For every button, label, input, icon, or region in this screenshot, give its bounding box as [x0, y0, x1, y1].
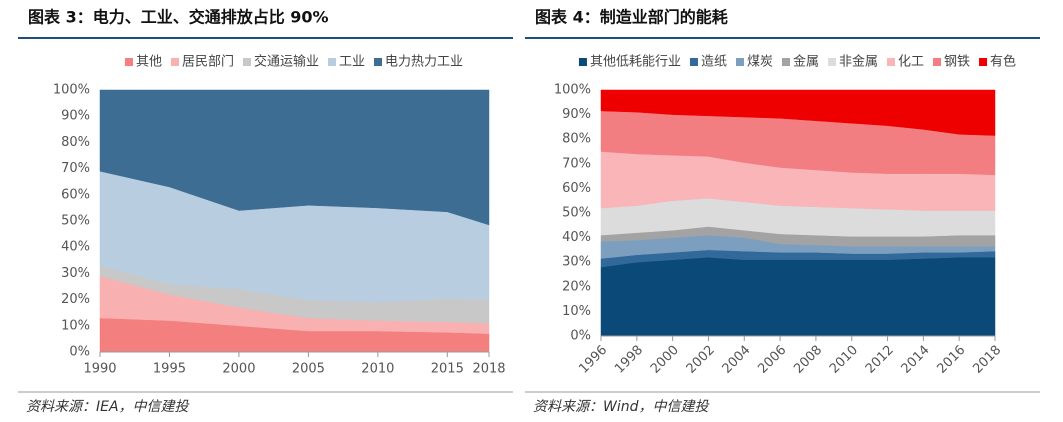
legend-label: 煤炭 — [747, 55, 773, 70]
area — [600, 257, 996, 337]
y-tick-label: 60% — [562, 181, 591, 196]
x-tick-label: 2010 — [361, 362, 394, 377]
legend-label: 化工 — [898, 55, 924, 70]
y-tick-label: 10% — [61, 318, 90, 333]
y-tick-label: 30% — [562, 255, 591, 270]
y-tick-label: 0% — [69, 345, 90, 360]
y-tick-label: 40% — [61, 240, 90, 255]
legend-swatch — [781, 58, 790, 66]
y-tick-label: 80% — [562, 132, 591, 147]
legend-label: 电力热力工业 — [385, 55, 463, 70]
y-tick-label: 90% — [61, 109, 90, 124]
x-tick-label: 2015 — [431, 362, 464, 377]
x-tick-label: 2016 — [934, 343, 968, 377]
legend-label: 造纸 — [701, 55, 727, 70]
x-tick-label: 2018 — [472, 362, 505, 377]
legend-swatch — [124, 58, 133, 66]
legend-swatch — [170, 58, 179, 66]
x-tick-label: 2005 — [292, 362, 325, 377]
y-tick-label: 40% — [562, 230, 591, 245]
y-tick-label: 20% — [562, 279, 591, 294]
x-tick-label: 2004 — [720, 343, 754, 377]
chart-title: 图表 3：电力、工业、交通排放占比 90% — [28, 8, 329, 27]
y-tick-label: 50% — [61, 214, 90, 229]
x-tick-label: 2014 — [899, 343, 933, 377]
x-tick-label: 2018 — [970, 343, 1004, 377]
legend-swatch — [689, 58, 698, 66]
legend-label: 交通运输业 — [254, 54, 319, 70]
legend-swatch — [979, 58, 988, 66]
legend-label: 非金属 — [839, 54, 878, 70]
legend-swatch — [242, 58, 251, 66]
legend-swatch — [578, 58, 587, 66]
legend-swatch — [328, 58, 337, 66]
y-tick-label: 0% — [570, 329, 591, 344]
area — [99, 89, 490, 226]
chart-title: 图表 4：制造业部门的能耗 — [535, 8, 728, 27]
y-tick-label: 70% — [61, 161, 90, 176]
source-note: 资料来源：IEA，中信建投 — [26, 399, 191, 415]
y-tick-label: 30% — [61, 266, 90, 281]
x-tick-label: 2012 — [863, 343, 897, 377]
y-tick-label: 60% — [61, 187, 90, 202]
y-tick-label: 90% — [562, 107, 591, 122]
legend-swatch — [887, 58, 896, 66]
x-tick-label: 2002 — [684, 343, 718, 377]
y-tick-label: 50% — [562, 206, 591, 221]
legend-label: 钢铁 — [944, 55, 970, 70]
y-tick-label: 80% — [61, 135, 90, 150]
legend-swatch — [933, 58, 942, 66]
y-tick-label: 70% — [562, 156, 591, 171]
legend-swatch — [735, 58, 744, 66]
legend-label: 金属 — [793, 54, 819, 70]
x-tick-label: 2000 — [222, 362, 255, 377]
y-tick-label: 10% — [562, 304, 591, 319]
x-tick-label: 2000 — [648, 343, 682, 377]
x-tick-label: 2006 — [755, 343, 789, 377]
x-tick-label: 2010 — [827, 343, 861, 377]
legend-label: 其他 — [136, 55, 162, 70]
legend-label: 工业 — [339, 55, 365, 70]
source-note: 资料来源：Wind，中信建投 — [533, 399, 710, 415]
area — [600, 89, 996, 136]
legend-swatch — [828, 58, 836, 66]
x-tick-label: 2008 — [791, 343, 825, 377]
x-tick-label: 1998 — [612, 343, 646, 377]
x-tick-label: 1995 — [153, 362, 186, 377]
x-tick-label: 1990 — [83, 362, 116, 377]
y-tick-label: 20% — [61, 292, 90, 307]
legend-label: 其他低耗能行业 — [590, 55, 681, 70]
y-tick-label: 100% — [53, 83, 90, 98]
legend-label: 有色 — [990, 54, 1016, 70]
x-tick-label: 1996 — [576, 343, 610, 377]
legend-swatch — [374, 58, 383, 66]
y-tick-label: 100% — [554, 83, 591, 98]
legend-label: 居民部门 — [182, 55, 234, 70]
